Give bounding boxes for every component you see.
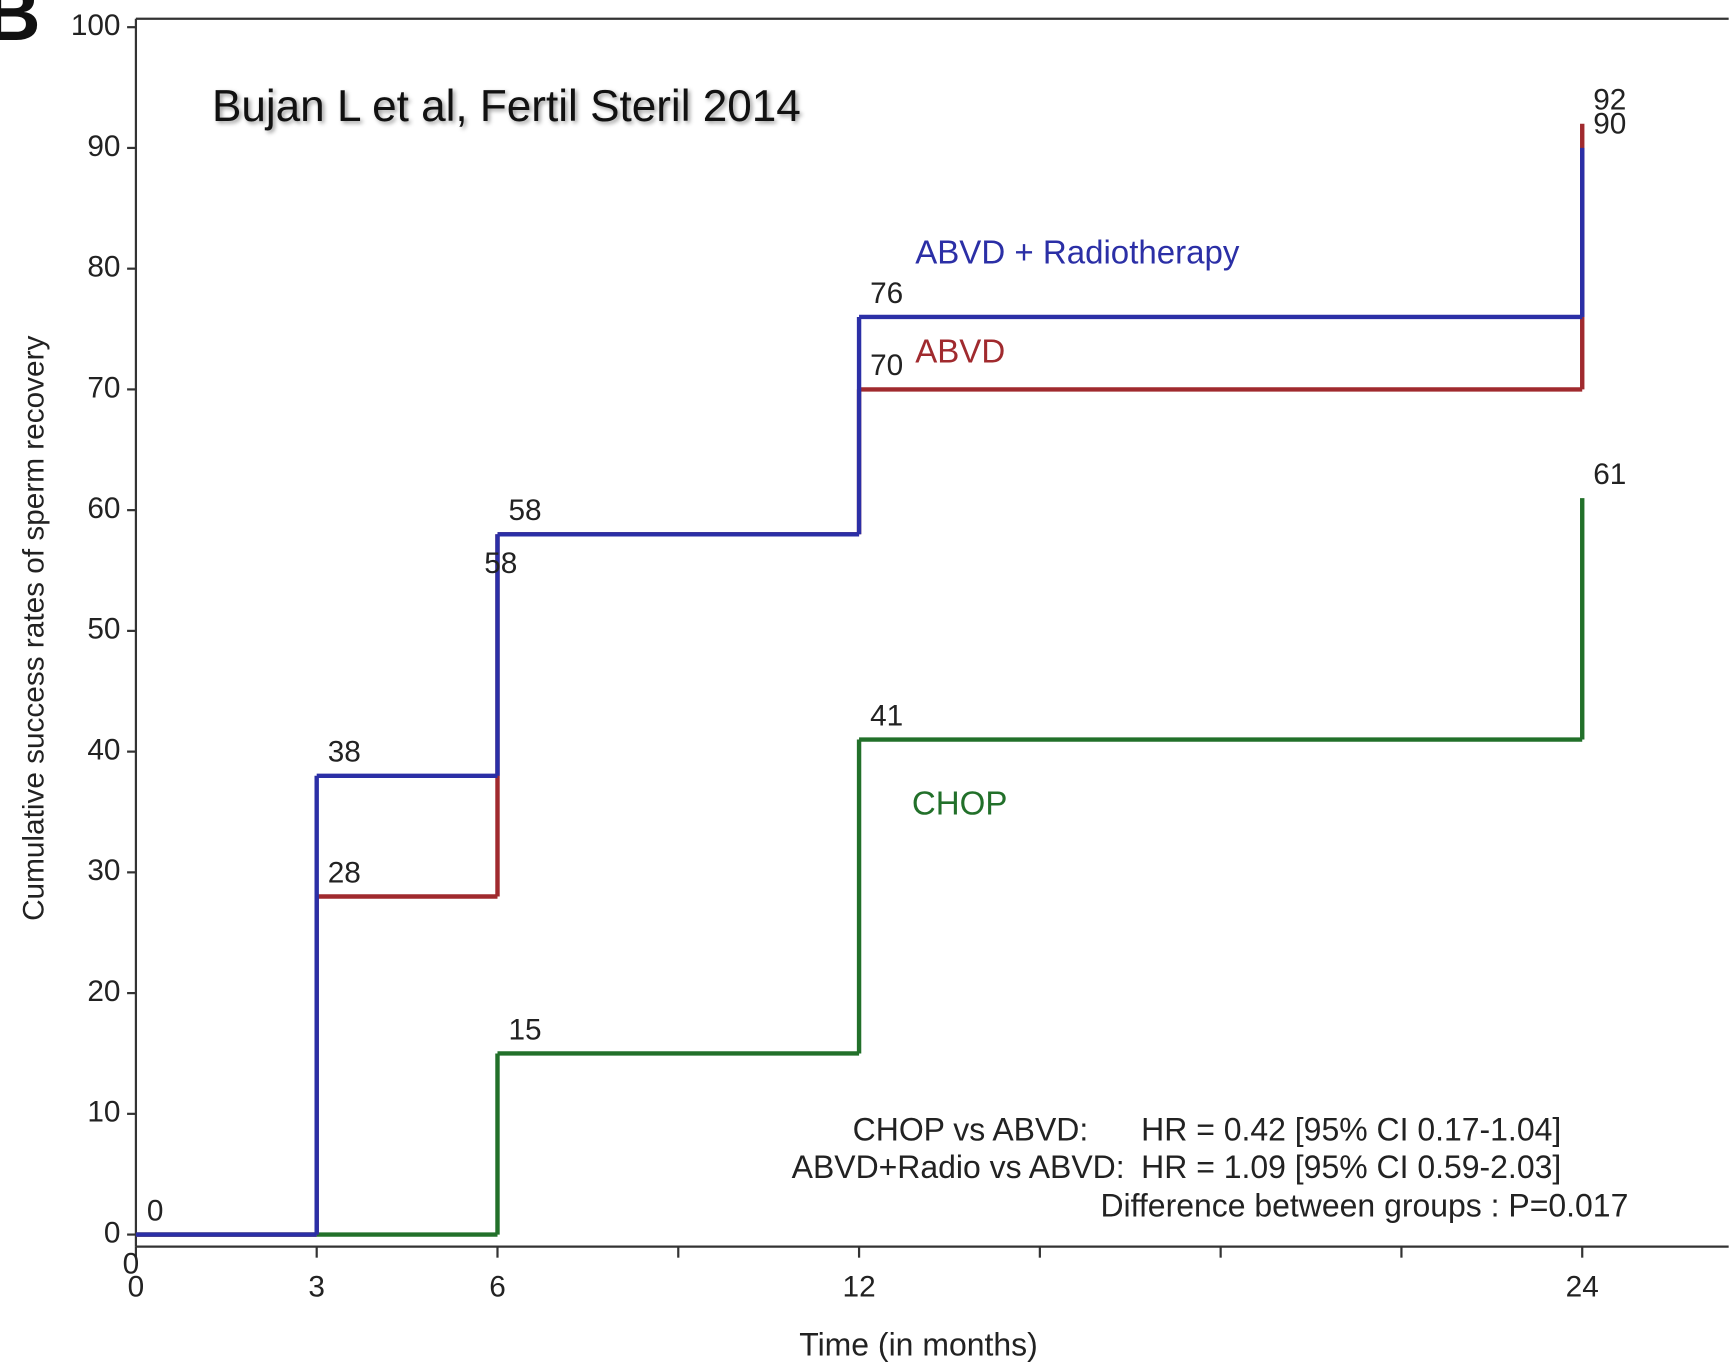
data-label: 28 (328, 856, 361, 889)
x-axis-label: Time (in months) (799, 1326, 1038, 1362)
y-tick-label: 0 (104, 1216, 121, 1249)
series-label: CHOP (912, 785, 1007, 822)
data-label: 15 (509, 1013, 542, 1046)
stat-result: HR = 0.42 [95% CI 0.17-1.04] (1141, 1111, 1561, 1147)
x-tick-label: 0 (128, 1270, 145, 1303)
y-tick-label: 100 (71, 9, 121, 42)
x-tick-label: 12 (843, 1270, 876, 1303)
series-label: ABVD + Radiotherapy (915, 234, 1240, 271)
x-tick-label: 24 (1566, 1270, 1599, 1303)
y-tick-label: 30 (87, 854, 120, 887)
y-tick-label: 20 (87, 975, 120, 1008)
data-label: 58 (484, 547, 517, 580)
stat-comparison: CHOP vs ABVD: (853, 1111, 1089, 1147)
data-label: 76 (870, 277, 903, 310)
series-label: ABVD (915, 334, 1005, 371)
y-axis-label: Cumulative success rates of sperm recove… (17, 336, 50, 921)
y-tick-label: 50 (87, 613, 120, 646)
data-label: 92 (1593, 84, 1626, 117)
data-label: 0 (147, 1194, 164, 1227)
data-label: 70 (870, 349, 903, 382)
data-label: 90 (1593, 108, 1626, 141)
y-tick-label: 70 (87, 371, 120, 404)
data-label: 38 (328, 736, 361, 769)
y-tick-label: 10 (87, 1096, 120, 1129)
data-label: 58 (509, 494, 542, 527)
data-label: 41 (870, 699, 903, 732)
annotation: Bujan L et al, Fertil Steril 2014 (212, 82, 801, 131)
y-tick-label: 90 (87, 130, 120, 163)
data-label: 61 (1593, 458, 1626, 491)
y-tick-label: 40 (87, 733, 120, 766)
x-tick-label: 3 (308, 1270, 325, 1303)
x-tick-label: 6 (489, 1270, 506, 1303)
y-tick-label: 60 (87, 492, 120, 525)
stat-comparison: ABVD+Radio vs ABVD: (792, 1149, 1125, 1185)
data-label: 0 (123, 1247, 140, 1280)
y-tick-label: 80 (87, 251, 120, 284)
p-value: Difference between groups : P=0.017 (1100, 1188, 1628, 1224)
panel-letter: B (0, 0, 41, 57)
stat-result: HR = 1.09 [95% CI 0.59-2.03] (1141, 1149, 1561, 1185)
